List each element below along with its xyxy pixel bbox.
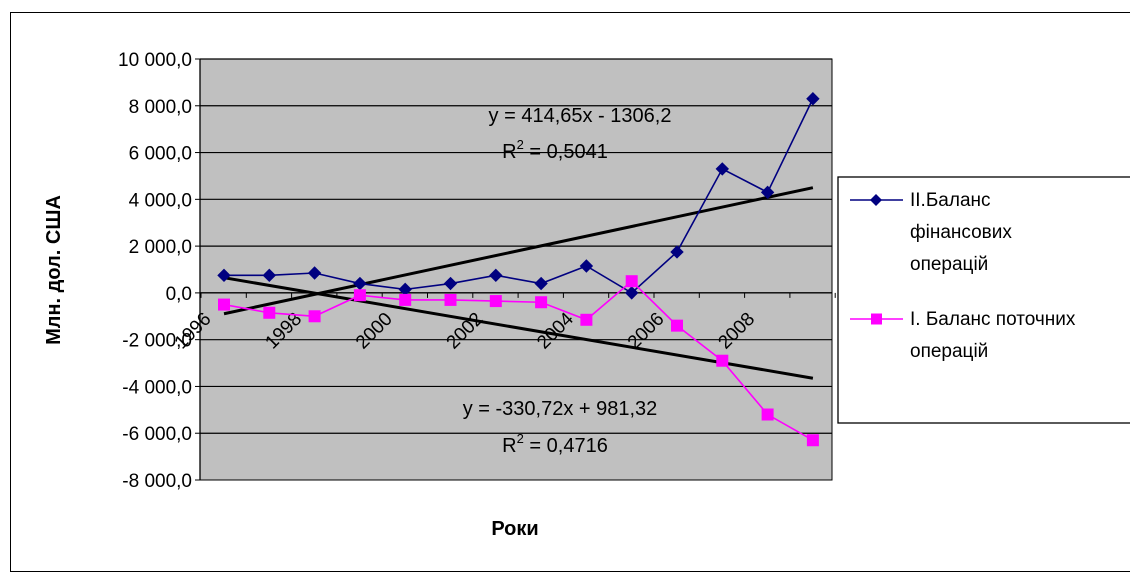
data-point-current	[806, 434, 819, 447]
legend: II.Баланс фінансових операцій I. Баланс …	[837, 176, 1130, 424]
data-point-current	[353, 289, 366, 302]
data-point-financial	[307, 266, 322, 280]
y-tick-label: -4 000,0	[122, 377, 192, 398]
y-tick-label: 8 000,0	[129, 97, 192, 118]
data-point-current	[308, 310, 321, 323]
trendline-r2-financial: R2 = 0,5041	[502, 137, 608, 163]
data-point-current	[489, 295, 502, 308]
data-point-current	[716, 354, 729, 367]
data-point-current	[671, 319, 683, 332]
y-tick-label: -2 000,0	[122, 331, 192, 352]
trendline-financial	[223, 186, 814, 316]
y-tick-label: 6 000,0	[129, 144, 192, 165]
y-tick-label: 2 000,0	[129, 237, 192, 258]
data-point-financial	[760, 185, 775, 200]
data-point-current	[761, 408, 774, 421]
data-point-financial	[579, 259, 594, 273]
legend-label-current-line2: операцій	[910, 341, 988, 362]
series-line-financial	[224, 98, 814, 294]
data-point-current	[580, 313, 593, 326]
legend-label-financial-line2: фінансових	[910, 222, 1012, 243]
series-line-current	[223, 280, 814, 441]
data-point-financial	[534, 276, 548, 291]
data-point-current	[263, 306, 276, 319]
trendline-r2-current: R2 = 0,4716	[502, 431, 608, 457]
data-point-financial	[489, 268, 503, 283]
data-point-current	[218, 298, 230, 311]
legend-marker-current	[871, 313, 882, 325]
y-tick-label: -6 000,0	[122, 424, 192, 445]
series-group	[217, 92, 820, 447]
data-point-financial	[715, 162, 730, 176]
data-point-financial	[443, 276, 458, 291]
data-point-financial	[262, 268, 277, 283]
trendlines	[223, 186, 814, 380]
y-tick-label: -8 000,0	[122, 471, 192, 492]
plot-area	[199, 58, 833, 481]
y-tick-label: 0,0	[166, 284, 192, 305]
data-point-current	[535, 296, 548, 309]
data-point-current	[399, 293, 412, 306]
x-axis-title: Роки	[491, 518, 538, 540]
y-tick-label: 4 000,0	[129, 190, 192, 211]
legend-label-financial-line1: II.Баланс	[910, 190, 991, 211]
data-point-financial	[217, 268, 231, 283]
trendline-equation-current: y = -330,72x + 981,32	[463, 398, 658, 420]
data-point-financial	[624, 286, 639, 300]
data-point-financial	[806, 92, 820, 106]
y-axis-title: Млн. дол. США	[43, 195, 65, 345]
data-point-current	[625, 275, 638, 288]
legend-marker-financial	[870, 194, 882, 206]
trendline-current	[223, 276, 814, 380]
y-tick-label: 10 000,0	[118, 50, 192, 71]
legend-label-financial-line3: операцій	[910, 254, 988, 275]
y-tick-labels: 10 000,0 8 000,0 6 000,0 4 000,0 2 000,0 0,0 -…	[118, 50, 192, 492]
trendline-equation-financial: y = 414,65x - 1306,2	[489, 105, 672, 127]
legend-label-current-line1: I. Баланс поточних	[910, 309, 1076, 330]
legend-box	[837, 176, 1130, 424]
data-point-financial	[670, 245, 684, 259]
data-point-current	[444, 293, 457, 306]
